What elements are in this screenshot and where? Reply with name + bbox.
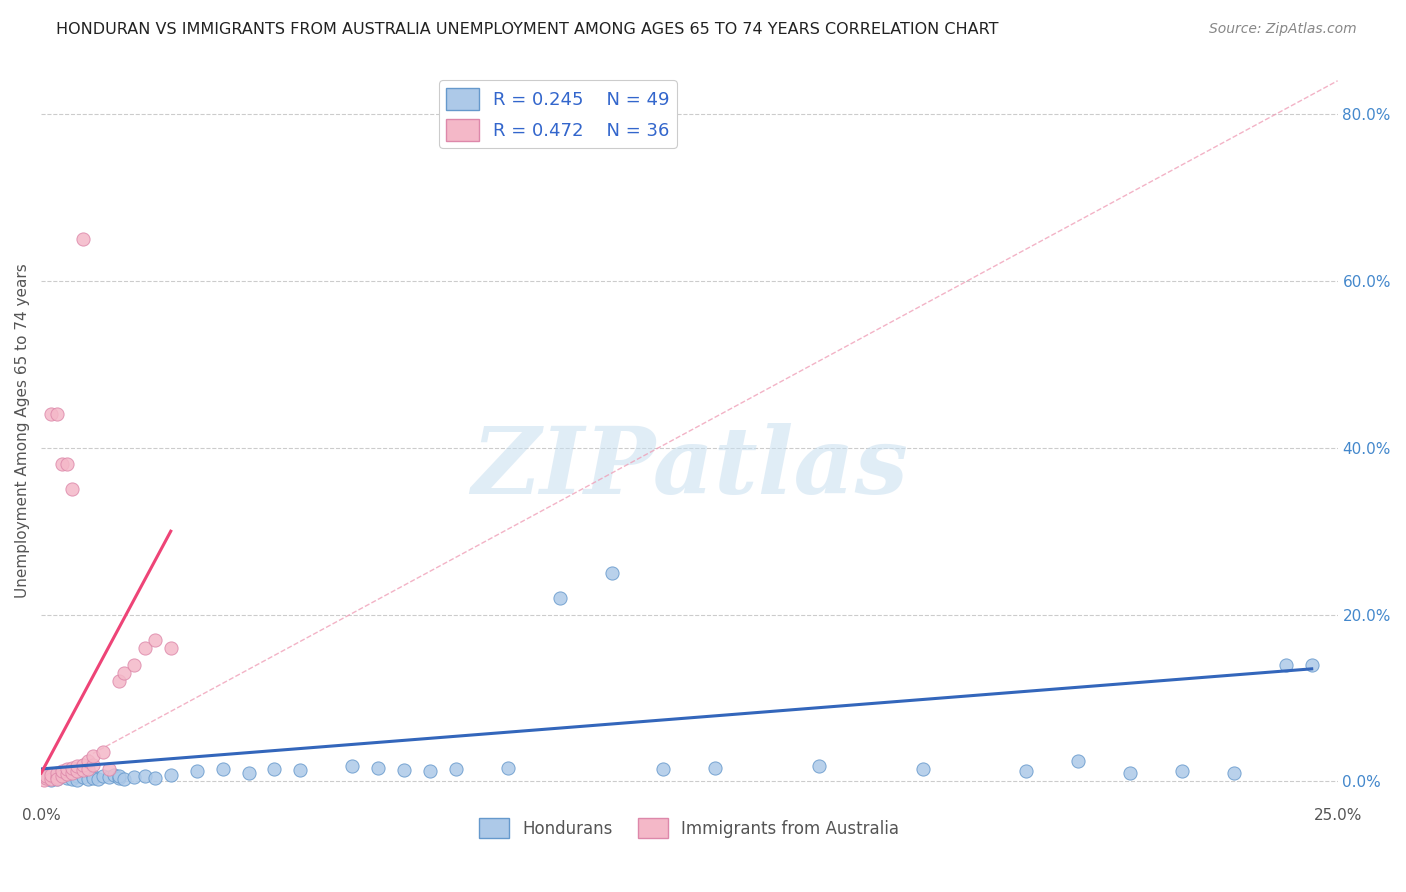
Point <box>72 232 94 246</box>
Point <box>35 771 58 785</box>
Point <box>548 591 571 605</box>
Point <box>97 770 120 784</box>
Point <box>56 458 79 472</box>
Point <box>93 745 115 759</box>
Point <box>66 772 89 787</box>
Point <box>652 762 675 776</box>
Point <box>41 772 63 787</box>
Point <box>56 771 79 785</box>
Point <box>1301 657 1323 672</box>
Point <box>51 769 73 783</box>
Y-axis label: Unemployment Among Ages 65 to 74 years: Unemployment Among Ages 65 to 74 years <box>15 264 30 599</box>
Point <box>496 761 519 775</box>
Point <box>32 772 55 787</box>
Text: ZIPatlas: ZIPatlas <box>471 423 908 513</box>
Point <box>35 770 58 784</box>
Point <box>1119 766 1142 780</box>
Legend: Hondurans, Immigrants from Australia: Hondurans, Immigrants from Australia <box>472 811 905 845</box>
Point <box>60 766 83 780</box>
Point <box>112 665 135 680</box>
Point <box>143 771 166 785</box>
Point <box>76 754 98 768</box>
Point <box>56 767 79 781</box>
Point <box>186 764 208 779</box>
Point <box>112 772 135 786</box>
Point <box>1274 657 1296 672</box>
Point <box>1171 764 1194 779</box>
Point <box>66 764 89 779</box>
Text: HONDURAN VS IMMIGRANTS FROM AUSTRALIA UNEMPLOYMENT AMONG AGES 65 TO 74 YEARS COR: HONDURAN VS IMMIGRANTS FROM AUSTRALIA UN… <box>56 22 998 37</box>
Point <box>808 759 831 773</box>
Point <box>124 657 146 672</box>
Point <box>143 632 166 647</box>
Point <box>1015 764 1038 779</box>
Point <box>134 640 156 655</box>
Point <box>72 757 94 772</box>
Point <box>419 764 441 779</box>
Point <box>108 674 131 689</box>
Point <box>342 759 364 773</box>
Point <box>124 770 146 784</box>
Point <box>87 772 110 786</box>
Point <box>82 757 104 772</box>
Point <box>1223 766 1246 780</box>
Point <box>159 768 181 782</box>
Point <box>108 769 131 783</box>
Point <box>392 763 415 777</box>
Point <box>444 762 467 776</box>
Point <box>211 762 233 776</box>
Point <box>93 769 115 783</box>
Point <box>72 770 94 784</box>
Point <box>263 762 285 776</box>
Point <box>66 769 89 783</box>
Point <box>76 772 98 786</box>
Point <box>82 769 104 783</box>
Point <box>45 770 67 784</box>
Point <box>41 408 63 422</box>
Point <box>41 768 63 782</box>
Point <box>238 766 260 780</box>
Point <box>45 772 67 786</box>
Point <box>51 458 73 472</box>
Point <box>290 763 312 777</box>
Point <box>108 771 131 785</box>
Point <box>35 769 58 783</box>
Point <box>51 764 73 779</box>
Point <box>1067 754 1090 768</box>
Point <box>60 761 83 775</box>
Text: Source: ZipAtlas.com: Source: ZipAtlas.com <box>1209 22 1357 37</box>
Point <box>76 762 98 776</box>
Point <box>56 767 79 781</box>
Point <box>134 769 156 783</box>
Point <box>82 771 104 785</box>
Point <box>60 483 83 497</box>
Point <box>600 566 623 580</box>
Point <box>45 772 67 786</box>
Point <box>103 768 125 782</box>
Point <box>66 759 89 773</box>
Point <box>45 766 67 780</box>
Point <box>911 762 934 776</box>
Point <box>159 640 181 655</box>
Point <box>45 408 67 422</box>
Point <box>97 762 120 776</box>
Point <box>51 769 73 783</box>
Point <box>72 763 94 777</box>
Point <box>704 761 727 775</box>
Point <box>82 749 104 764</box>
Point <box>56 762 79 776</box>
Point <box>41 772 63 786</box>
Point <box>60 772 83 786</box>
Point <box>367 761 389 775</box>
Point <box>45 768 67 782</box>
